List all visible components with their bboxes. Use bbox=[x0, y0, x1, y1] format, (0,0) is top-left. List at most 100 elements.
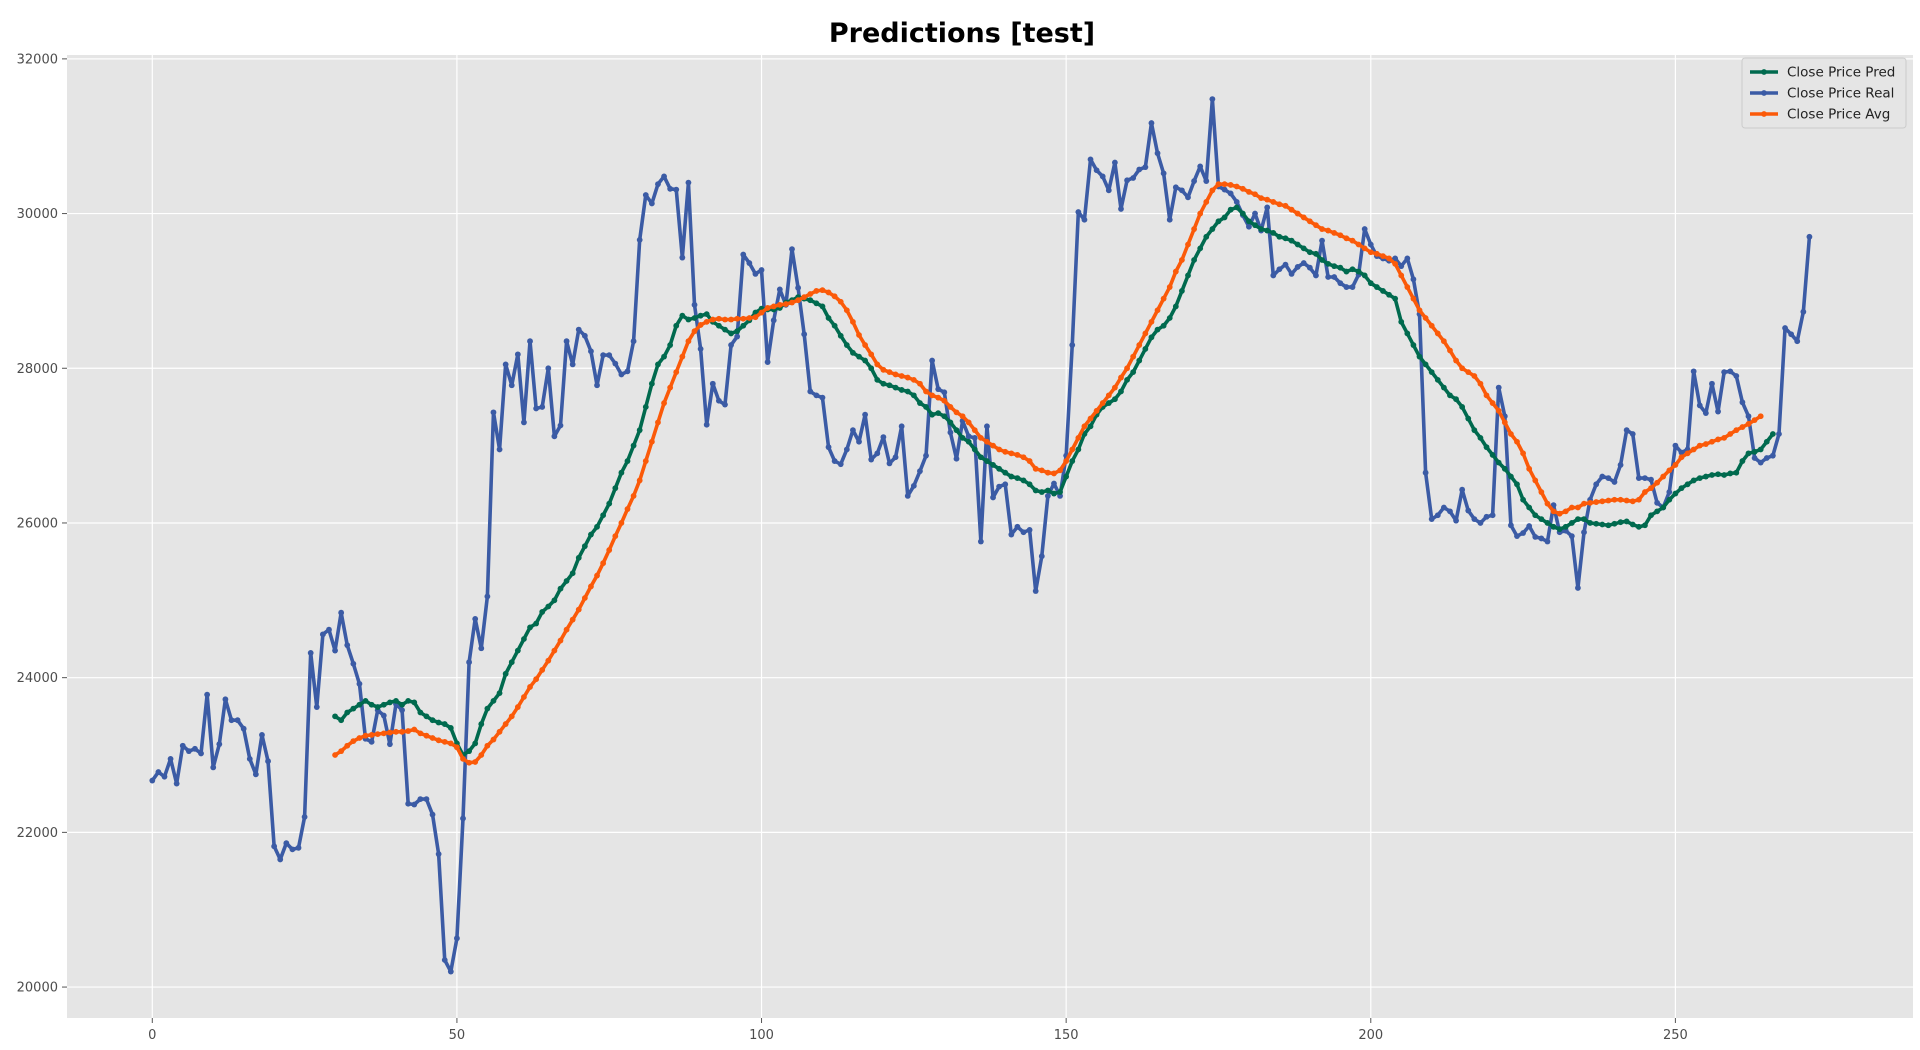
data-point bbox=[551, 433, 558, 440]
data-point bbox=[1093, 407, 1100, 414]
legend-label: Close Price Avg bbox=[1787, 107, 1890, 123]
data-point bbox=[1203, 233, 1210, 240]
data-point bbox=[1343, 284, 1350, 290]
data-point bbox=[1465, 415, 1472, 422]
data-point bbox=[1440, 504, 1447, 511]
data-point bbox=[399, 728, 405, 735]
data-point bbox=[1453, 357, 1459, 364]
data-point bbox=[1434, 512, 1441, 519]
data-point bbox=[722, 401, 728, 408]
data-point bbox=[1465, 369, 1472, 376]
data-point bbox=[648, 438, 655, 445]
data-point bbox=[1587, 499, 1593, 506]
data-point bbox=[1367, 241, 1374, 248]
data-point bbox=[1148, 318, 1155, 325]
data-point bbox=[636, 236, 643, 243]
x-tick-label: 250 bbox=[1663, 1028, 1688, 1043]
data-point bbox=[624, 458, 631, 464]
data-point bbox=[1197, 245, 1204, 252]
data-point bbox=[783, 301, 789, 307]
data-point bbox=[1508, 473, 1514, 480]
data-point bbox=[1069, 458, 1076, 464]
data-point bbox=[454, 935, 460, 942]
data-point bbox=[679, 312, 686, 319]
data-point bbox=[502, 721, 509, 727]
data-point bbox=[1057, 467, 1063, 474]
data-point bbox=[1666, 496, 1673, 503]
data-point bbox=[1075, 209, 1082, 215]
data-point bbox=[947, 419, 954, 426]
data-point bbox=[1367, 280, 1374, 287]
data-point bbox=[1404, 284, 1411, 290]
x-tick-label: 150 bbox=[1054, 1028, 1079, 1043]
data-point bbox=[447, 968, 454, 975]
data-point bbox=[1203, 199, 1210, 205]
data-point bbox=[600, 560, 607, 567]
data-point bbox=[837, 461, 844, 468]
data-point bbox=[929, 392, 936, 399]
data-point bbox=[898, 387, 905, 393]
data-point bbox=[490, 736, 497, 743]
data-point bbox=[1678, 454, 1685, 461]
data-point bbox=[1051, 480, 1057, 487]
data-point bbox=[581, 595, 588, 601]
data-point bbox=[399, 707, 405, 714]
data-point bbox=[1440, 338, 1447, 345]
data-point bbox=[1282, 261, 1289, 268]
data-point bbox=[1684, 450, 1691, 457]
data-point bbox=[1508, 431, 1514, 437]
data-point bbox=[374, 704, 381, 710]
data-point bbox=[1660, 473, 1667, 480]
data-point bbox=[728, 330, 734, 337]
data-point bbox=[478, 645, 485, 652]
data-point bbox=[746, 315, 753, 321]
data-point bbox=[1258, 226, 1265, 232]
data-point bbox=[722, 316, 728, 323]
data-point bbox=[581, 332, 588, 339]
data-point bbox=[1751, 455, 1758, 461]
data-point bbox=[746, 260, 753, 266]
data-point bbox=[843, 342, 850, 348]
data-point bbox=[1727, 470, 1734, 477]
data-point bbox=[831, 458, 838, 464]
data-point bbox=[283, 840, 290, 847]
data-point bbox=[1477, 520, 1484, 526]
data-point bbox=[1063, 473, 1070, 480]
data-point bbox=[1111, 396, 1118, 403]
data-point bbox=[1026, 527, 1033, 533]
data-point bbox=[1197, 210, 1204, 217]
data-point bbox=[1154, 326, 1161, 333]
data-point bbox=[210, 764, 217, 771]
data-point bbox=[362, 697, 369, 704]
data-point bbox=[1008, 473, 1015, 480]
data-point bbox=[1276, 201, 1283, 208]
data-point bbox=[1642, 475, 1648, 481]
data-point bbox=[837, 332, 844, 339]
data-point bbox=[1532, 533, 1539, 540]
data-point bbox=[679, 353, 686, 360]
data-point bbox=[910, 376, 917, 383]
data-point bbox=[1392, 295, 1399, 302]
data-point bbox=[265, 758, 271, 765]
data-point bbox=[642, 192, 649, 198]
data-point bbox=[935, 410, 942, 417]
data-point bbox=[618, 371, 625, 378]
data-point bbox=[612, 485, 619, 492]
data-point bbox=[990, 442, 996, 449]
data-point bbox=[1136, 357, 1143, 364]
series-group bbox=[149, 96, 1813, 975]
data-point bbox=[880, 366, 887, 373]
data-point bbox=[880, 434, 887, 441]
data-point bbox=[1745, 413, 1752, 420]
data-point bbox=[673, 369, 680, 376]
data-point bbox=[1575, 504, 1581, 511]
data-point bbox=[198, 750, 204, 757]
data-point bbox=[563, 578, 570, 584]
data-point bbox=[338, 717, 345, 724]
data-point bbox=[405, 728, 412, 734]
data-point bbox=[886, 369, 893, 376]
data-point bbox=[996, 446, 1003, 453]
data-point bbox=[338, 748, 345, 755]
data-point bbox=[715, 397, 722, 404]
